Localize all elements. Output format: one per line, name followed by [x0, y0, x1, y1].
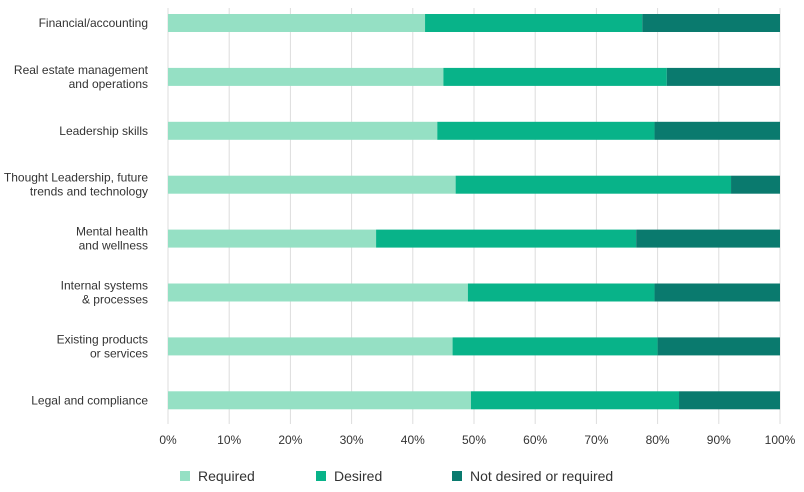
- x-tick-label-5: 50%: [462, 433, 486, 447]
- bar-7-1: [470, 391, 680, 410]
- category-label-2: Leadership skills: [59, 124, 148, 138]
- legend-label-0: Required: [198, 468, 255, 484]
- x-tick-label-1: 10%: [217, 433, 241, 447]
- bar-3-1: [455, 175, 732, 194]
- category-label-7: Legal and compliance: [31, 393, 148, 407]
- legend-label-2: Not desired or required: [470, 468, 613, 484]
- bars: [168, 14, 780, 410]
- legend-label-1: Desired: [334, 468, 382, 484]
- bar-0-1: [425, 14, 643, 32]
- legend-swatch-2: [452, 471, 462, 481]
- x-tick-label-10: 100%: [765, 433, 796, 447]
- bar-7-2: [679, 391, 780, 410]
- bar-3-2: [731, 175, 780, 194]
- x-tick-label-0: 0%: [159, 433, 177, 447]
- bar-0-2: [642, 14, 780, 32]
- bar-1-2: [666, 67, 780, 86]
- bar-5-0: [168, 283, 468, 302]
- legend-swatch-1: [316, 471, 326, 481]
- x-tick-label-8: 80%: [646, 433, 670, 447]
- bar-4-0: [168, 229, 377, 248]
- category-label-4: Mental health and wellness: [76, 225, 148, 253]
- x-axis-ticks: 0% 10% 20% 30% 40% 50% 60% 70% 80% 90% 100%: [159, 433, 795, 447]
- bar-7-0: [168, 391, 471, 410]
- bar-2-2: [654, 121, 780, 140]
- bar-0-0: [168, 14, 426, 32]
- bar-6-0: [168, 337, 453, 356]
- x-tick-label-2: 20%: [278, 433, 302, 447]
- category-label-3: Thought Leadership, future trends and tec…: [4, 171, 148, 199]
- x-tick-label-6: 60%: [523, 433, 547, 447]
- x-tick-label-4: 40%: [401, 433, 425, 447]
- bar-4-2: [636, 229, 780, 248]
- legend-swatch-0: [180, 471, 190, 481]
- bar-6-2: [657, 337, 780, 356]
- legend: Required Desired Not desired or required: [180, 468, 613, 484]
- bar-6-1: [452, 337, 658, 356]
- bar-2-1: [437, 121, 655, 140]
- x-tick-label-3: 30%: [340, 433, 364, 447]
- bar-5-1: [467, 283, 655, 302]
- category-label-6: Existing products or services: [57, 332, 148, 360]
- bar-2-0: [168, 121, 438, 140]
- bar-1-1: [443, 67, 667, 86]
- x-tick-label-9: 90%: [707, 433, 731, 447]
- x-tick-label-7: 70%: [584, 433, 608, 447]
- bar-1-0: [168, 67, 444, 86]
- bar-4-1: [376, 229, 637, 248]
- category-label-1: Real estate management and operations: [14, 63, 149, 91]
- category-labels: Financial/accounting Real estate manageme…: [4, 16, 149, 407]
- bar-3-0: [168, 175, 456, 194]
- category-label-5: Internal systems & processes: [61, 279, 148, 307]
- bar-5-2: [654, 283, 780, 302]
- category-label-0: Financial/accounting: [39, 16, 148, 30]
